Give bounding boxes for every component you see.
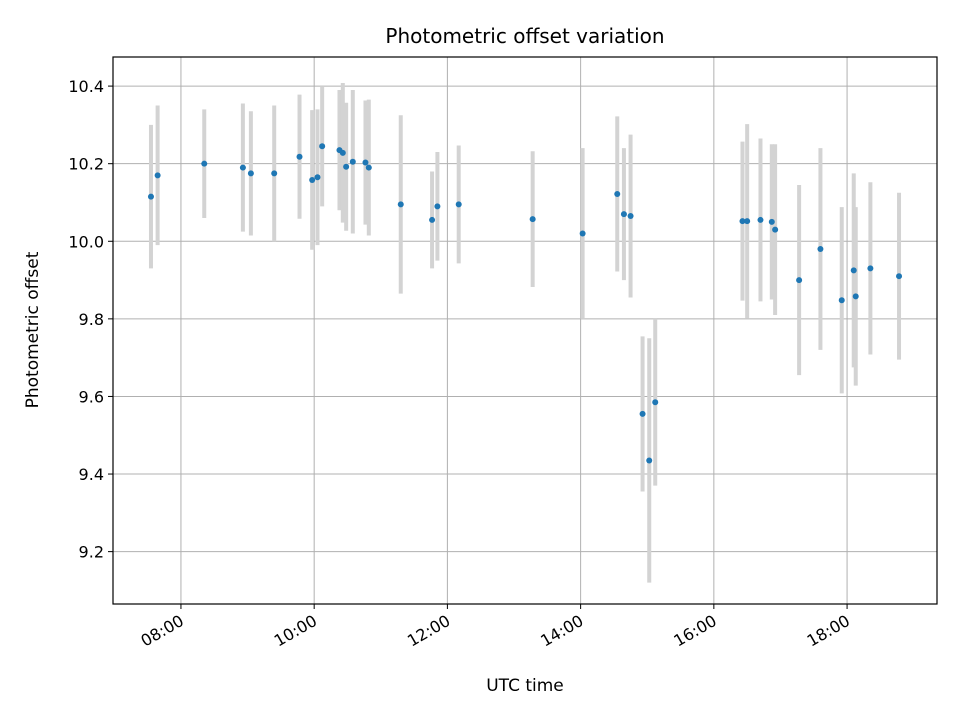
y-tick-label: 9.2: [79, 543, 104, 562]
data-point: [852, 293, 859, 300]
data-point: [271, 170, 278, 177]
data-point: [620, 211, 627, 218]
data-point: [239, 164, 246, 171]
data-point: [796, 277, 803, 284]
data-point: [309, 176, 316, 183]
data-point: [247, 170, 254, 177]
data-point: [652, 399, 659, 406]
data-point: [757, 216, 764, 223]
data-point: [365, 164, 372, 171]
data-point: [529, 216, 536, 223]
x-axis-title: UTC time: [486, 676, 564, 696]
y-tick-label: 9.4: [79, 465, 104, 484]
data-point: [343, 163, 350, 170]
y-tick-label: 9.6: [79, 387, 104, 406]
data-point: [201, 160, 208, 167]
y-tick-label: 10.2: [68, 155, 104, 174]
data-point: [434, 203, 441, 210]
data-point: [817, 246, 824, 253]
data-point: [627, 213, 634, 220]
data-point: [867, 265, 874, 272]
data-point: [772, 226, 779, 233]
data-point: [646, 457, 653, 464]
data-point: [429, 216, 436, 223]
data-point: [614, 190, 621, 197]
data-point: [455, 201, 462, 208]
data-point: [362, 159, 369, 166]
data-point: [296, 153, 303, 160]
plot-frame: [112, 56, 938, 605]
data-point: [896, 273, 903, 280]
y-tick-label: 10.4: [68, 77, 104, 96]
data-point: [397, 201, 404, 208]
data-point: [639, 410, 646, 417]
data-point: [579, 230, 586, 237]
y-tick-label: 10.0: [68, 232, 104, 251]
data-point: [739, 218, 746, 225]
data-point: [850, 267, 857, 274]
data-point: [768, 218, 775, 225]
data-point: [147, 193, 154, 200]
data-point: [319, 143, 326, 150]
data-point: [838, 297, 845, 304]
chart-title: Photometric offset variation: [385, 24, 664, 48]
data-point: [349, 158, 356, 165]
y-tick-label: 9.8: [79, 310, 104, 329]
data-point: [744, 218, 751, 225]
y-axis-title: Photometric offset: [23, 251, 43, 408]
data-point: [314, 174, 321, 181]
data-points: [147, 143, 903, 464]
data-point: [339, 149, 346, 156]
data-point: [154, 172, 161, 179]
